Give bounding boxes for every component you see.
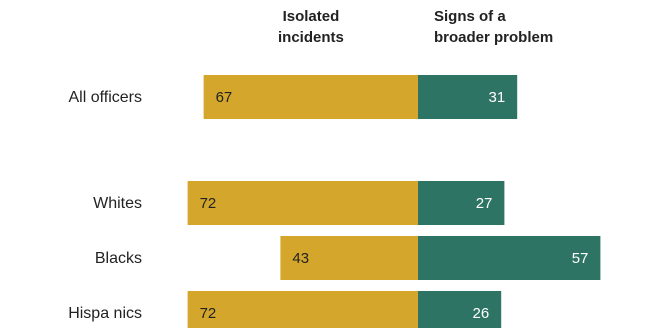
bar-isolated-hispa-nics bbox=[187, 291, 418, 333]
category-label-hispa-nics: Hispa nics bbox=[68, 305, 142, 322]
bar-broader-all-officers bbox=[418, 75, 518, 119]
header-isolated-incidents: Isolated incidents bbox=[278, 8, 344, 46]
value-broader-whites: 27 bbox=[476, 195, 493, 212]
bar-isolated-blacks bbox=[280, 236, 418, 280]
category-label-whites: Whites bbox=[93, 195, 142, 212]
header-broader-problem: Signs of a broader problem bbox=[434, 8, 554, 46]
category-label-all-officers: All officers bbox=[68, 89, 142, 106]
bar-broader-blacks bbox=[418, 236, 601, 280]
value-isolated-whites: 72 bbox=[200, 195, 217, 212]
bar-broader-whites bbox=[418, 181, 505, 225]
bar-isolated-whites bbox=[187, 181, 418, 225]
category-label-blacks: Blacks bbox=[95, 250, 142, 267]
value-broader-hispa-nics: 26 bbox=[473, 305, 490, 322]
value-broader-blacks: 57 bbox=[572, 250, 589, 267]
value-isolated-blacks: 43 bbox=[292, 250, 309, 267]
bar-isolated-all-officers bbox=[203, 75, 418, 119]
value-isolated-all-officers: 67 bbox=[216, 89, 233, 106]
value-broader-all-officers: 31 bbox=[489, 89, 506, 106]
bar-broader-hispa-nics bbox=[418, 291, 502, 333]
value-isolated-hispa-nics: 72 bbox=[200, 305, 217, 322]
